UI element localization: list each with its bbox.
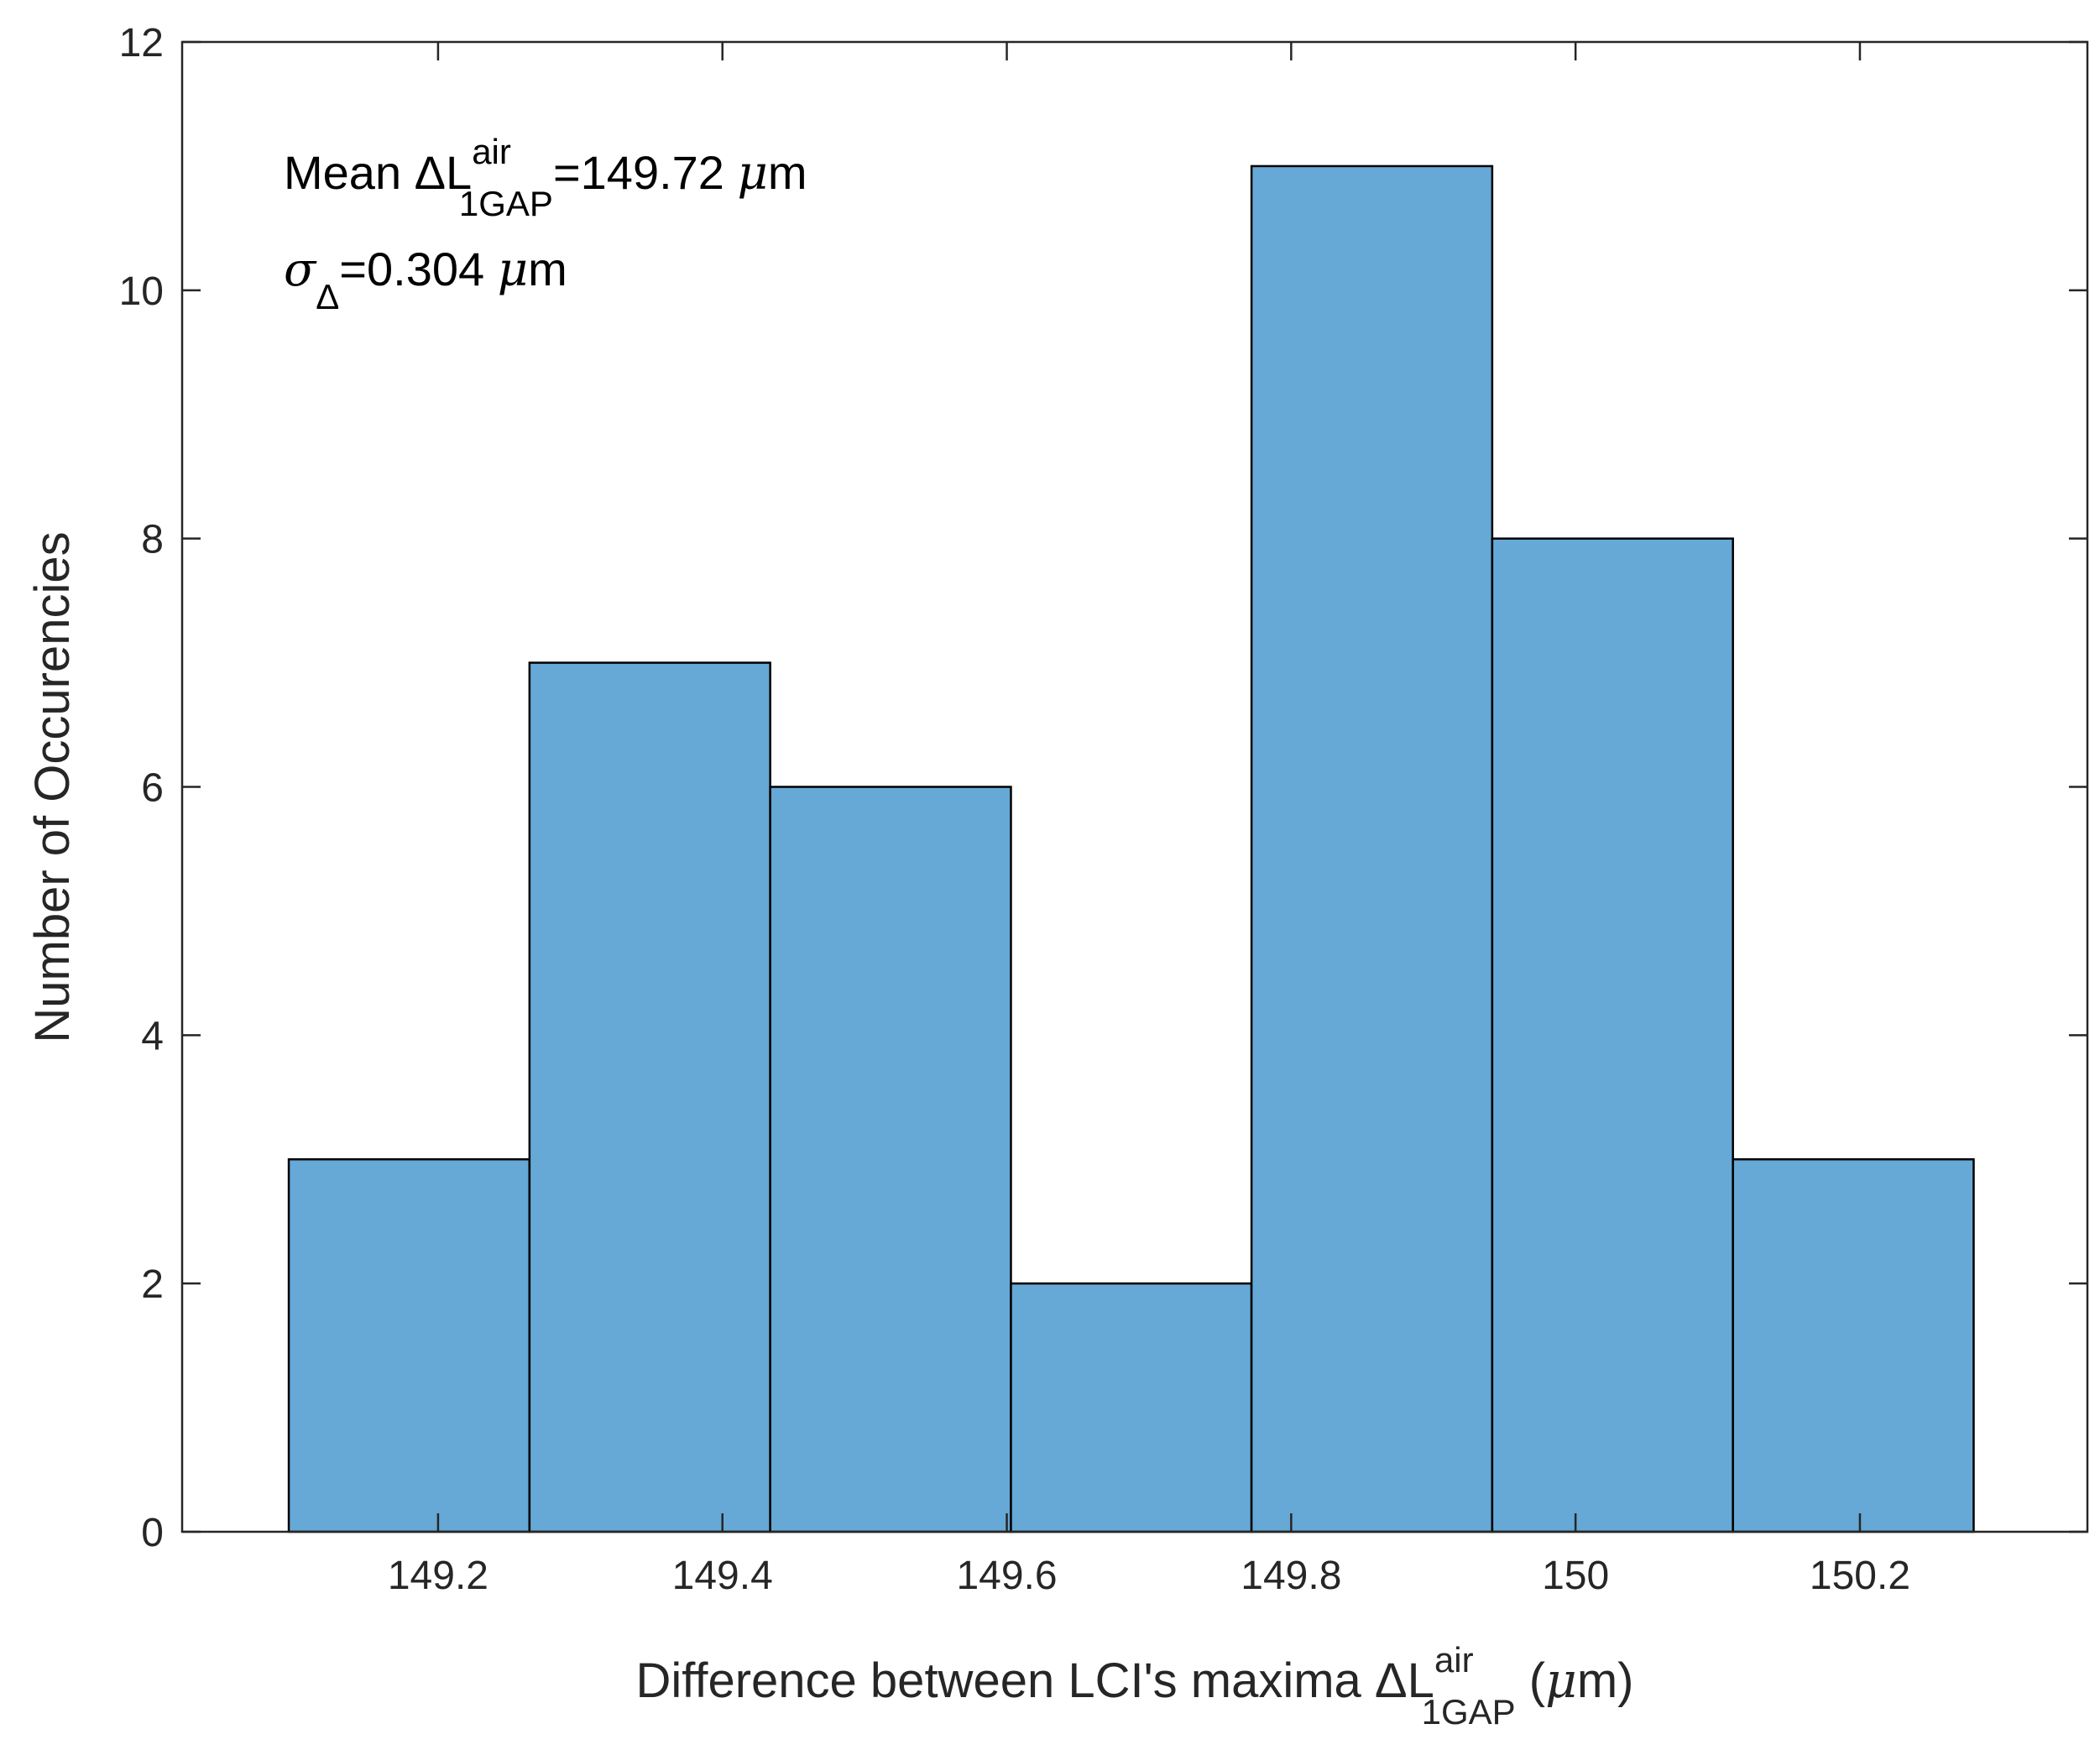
y-ticks-group: 0 2 4 6 8 10 12 — [119, 21, 2087, 1555]
x-axis-label-delta: Δ — [1375, 1653, 1408, 1708]
x-axis-label-prefix: Difference between LCI's maxima — [636, 1653, 1375, 1708]
histogram-bar — [528, 661, 771, 1533]
mean-annotation-value: =149.72 — [553, 146, 738, 199]
x-tick-label: 150.2 — [1810, 1554, 1910, 1598]
histogram-bar — [1732, 1158, 1975, 1533]
x-tick-label: 149.2 — [388, 1554, 488, 1598]
sigma-annotation-mu: μ — [498, 243, 528, 297]
histogram-bar — [769, 786, 1012, 1533]
x-axis-label: Difference between LCI's maxima ΔLair 1GA… — [636, 1640, 1634, 1732]
histogram-bar — [287, 1158, 531, 1533]
x-tick-label: 150 — [1542, 1554, 1609, 1598]
sigma-annotation-value: =0.304 — [339, 243, 497, 295]
x-axis-label-symbol: L — [1408, 1653, 1434, 1708]
sigma-annotation-sigma: σ — [284, 243, 317, 297]
x-axis-label-superscript: air — [1434, 1640, 1474, 1679]
x-axis-label-subscript: 1GAP — [1422, 1692, 1516, 1732]
y-tick-label: 6 — [141, 766, 164, 811]
y-tick-label: 8 — [141, 518, 164, 562]
y-tick-label: 12 — [119, 21, 164, 65]
x-ticks-group: 149.2 149.4 149.6 149.8 150 150.2 — [388, 42, 1910, 1598]
y-tick-label: 0 — [141, 1511, 164, 1555]
x-axis-label-unit: m) — [1577, 1653, 1634, 1708]
sigma-annotation: σΔ=0.304 μm — [284, 243, 567, 316]
mean-annotation-superscript: air — [472, 132, 511, 171]
mean-annotation-mu: μ — [738, 146, 768, 201]
x-axis-label-paren: ( — [1516, 1653, 1545, 1708]
y-tick-label: 2 — [141, 1262, 164, 1307]
mean-annotation-delta: Δ — [415, 146, 446, 199]
mean-annotation-symbol: L — [446, 146, 472, 199]
y-tick-label: 10 — [119, 269, 164, 314]
x-axis-label-mu: μ — [1545, 1652, 1577, 1709]
sigma-annotation-unit: m — [528, 243, 567, 295]
mean-annotation: Mean ΔLair 1GAP=149.72 μm — [284, 132, 807, 223]
mean-annotation-unit: m — [768, 146, 807, 199]
x-tick-label: 149.4 — [672, 1554, 773, 1598]
mean-annotation-subscript: 1GAP — [459, 184, 553, 223]
y-tick-label: 4 — [141, 1014, 164, 1058]
histogram-bar — [1250, 165, 1494, 1533]
y-axis-label: Number of Occurencies — [25, 531, 80, 1042]
histogram-bar — [1010, 1282, 1253, 1533]
mean-annotation-label: Mean — [284, 146, 415, 199]
axes-box — [180, 40, 2089, 1533]
x-tick-label: 149.6 — [956, 1554, 1057, 1598]
x-tick-label: 149.8 — [1241, 1554, 1341, 1598]
sigma-annotation-subscript: Δ — [316, 277, 339, 316]
histogram-bar — [1491, 537, 1734, 1533]
bars-group — [287, 165, 1975, 1533]
